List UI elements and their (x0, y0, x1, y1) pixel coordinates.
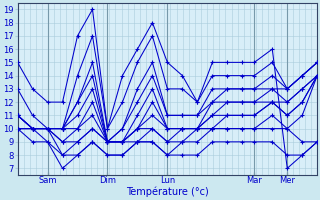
X-axis label: Température (°c): Température (°c) (126, 187, 209, 197)
